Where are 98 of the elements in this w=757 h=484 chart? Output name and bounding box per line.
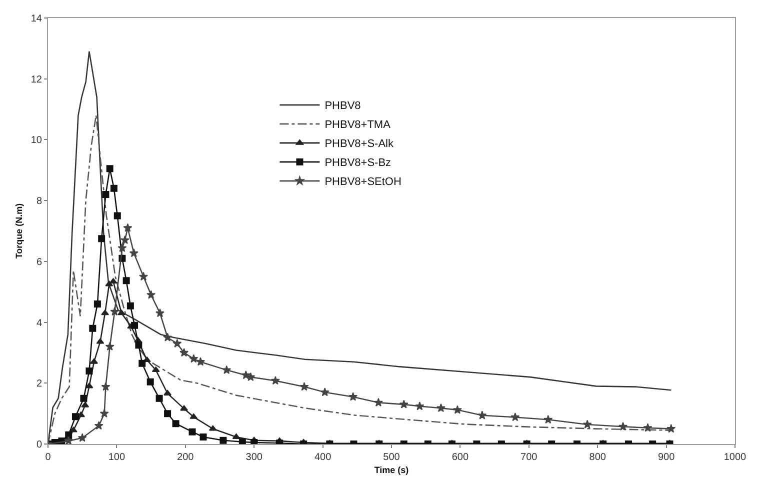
point: [415, 402, 424, 410]
point: [109, 278, 118, 284]
point: [86, 367, 93, 374]
point: [146, 378, 154, 386]
point: [110, 306, 120, 316]
point: [96, 338, 104, 344]
point: [270, 376, 280, 385]
point: [208, 425, 217, 431]
point: [110, 184, 118, 192]
point: [135, 342, 142, 349]
legend-label: PHBV8+SEtOH: [324, 176, 402, 188]
point: [123, 223, 132, 232]
x-tick-label: 600: [452, 452, 469, 463]
x-tick-label: 1000: [724, 452, 747, 463]
y-tick-label: 4: [36, 318, 42, 329]
y-tick-label: 8: [36, 196, 42, 208]
legend-label: PHBV8+TMA: [324, 119, 392, 132]
point: [105, 280, 114, 286]
point: [478, 410, 487, 420]
point: [164, 410, 172, 418]
point: [118, 310, 126, 316]
point: [399, 400, 408, 408]
legend-label: PHBV8: [324, 100, 361, 112]
point: [80, 394, 88, 402]
point: [138, 360, 146, 367]
point: [90, 358, 98, 364]
point: [172, 338, 182, 348]
x-axis-title: Time (s): [374, 464, 409, 475]
point: [348, 392, 358, 401]
point: [100, 408, 109, 418]
legend-label: PHBV8+S-Alk: [324, 138, 394, 150]
point: [163, 332, 172, 342]
point: [220, 436, 227, 444]
point: [94, 300, 101, 308]
point: [81, 402, 90, 408]
x-tick-label: 100: [108, 452, 126, 463]
point: [582, 420, 592, 428]
point: [146, 290, 156, 299]
point: [118, 243, 127, 252]
point: [156, 394, 163, 402]
point: [222, 365, 232, 374]
point: [544, 414, 553, 424]
y-tick-label: 6: [36, 256, 42, 268]
point: [139, 272, 148, 281]
point: [106, 165, 114, 172]
point: [188, 428, 196, 436]
point: [131, 322, 138, 329]
y-tick-label: 0: [36, 440, 42, 450]
point: [200, 434, 207, 440]
point: [78, 433, 87, 442]
point: [64, 436, 74, 444]
y-axis-title: Torque (N.m): [14, 203, 24, 259]
y-tick-label: 14: [30, 14, 42, 24]
point: [72, 413, 79, 420]
point: [190, 413, 198, 419]
x-tick-label: 0: [45, 452, 52, 463]
point: [101, 382, 110, 391]
x-tick-label: 900: [658, 452, 676, 463]
point: [65, 431, 72, 438]
point: [238, 438, 246, 444]
x-tick-label: 200: [177, 452, 194, 463]
y-tick-label: 10: [30, 135, 42, 146]
point: [152, 366, 160, 372]
y-tick-label: 12: [30, 74, 42, 86]
point: [320, 388, 330, 396]
point: [122, 277, 130, 284]
point: [300, 382, 309, 391]
point: [510, 412, 520, 422]
point: [436, 403, 446, 412]
point: [129, 248, 138, 258]
x-tick-label: 700: [520, 452, 538, 463]
point: [120, 235, 130, 244]
point: [196, 357, 205, 366]
point: [189, 354, 198, 363]
point: [126, 302, 134, 310]
point: [94, 421, 104, 430]
point: [155, 308, 164, 318]
point: [114, 212, 121, 220]
x-tick-label: 300: [246, 452, 263, 463]
point: [180, 405, 188, 411]
point: [180, 348, 189, 357]
point: [172, 420, 180, 428]
point: [666, 424, 676, 433]
point: [452, 405, 462, 414]
point: [105, 342, 114, 351]
x-tick-label: 400: [314, 452, 332, 463]
point: [98, 235, 106, 242]
point: [101, 310, 109, 316]
y-tick-label: 2: [36, 378, 42, 390]
point: [164, 390, 172, 396]
point: [643, 423, 652, 432]
legend-label: PHBV8+S-Bz: [324, 157, 392, 170]
point: [374, 398, 383, 407]
point: [89, 324, 96, 332]
x-tick-label: 500: [383, 452, 400, 463]
point: [618, 422, 628, 431]
point: [102, 190, 110, 198]
x-tick-label: 800: [589, 452, 606, 463]
